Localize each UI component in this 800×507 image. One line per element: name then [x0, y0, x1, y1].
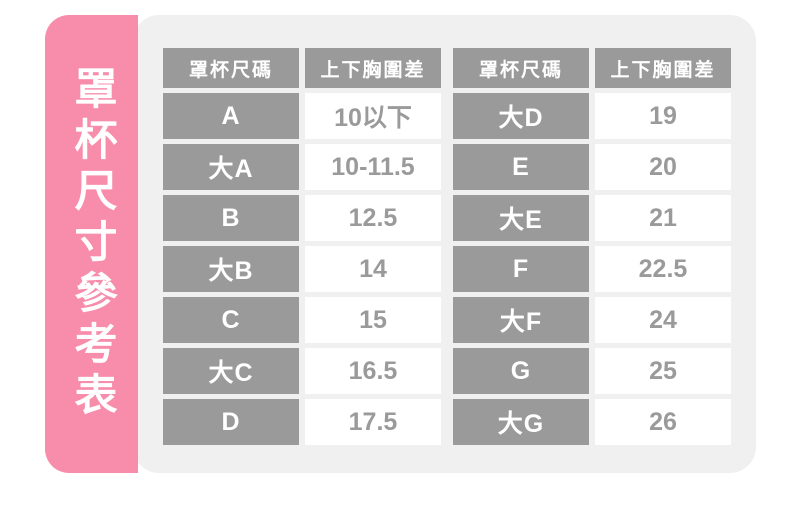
bust-diff-cell: 26 [595, 399, 731, 445]
cup-size-cell: A [163, 93, 299, 139]
cup-size-cell: E [453, 144, 589, 190]
cup-size-cell: B [163, 195, 299, 241]
cup-size-table-left: 罩杯尺碼 上下胸圍差 A 10以下 大A 10-11.5 B 12.5 大B 14 C 15 大C 16.… [163, 48, 441, 445]
bust-diff-cell: 21 [595, 195, 731, 241]
bust-diff-cell: 25 [595, 348, 731, 394]
bust-diff-cell: 16.5 [305, 348, 441, 394]
tables-container: 罩杯尺碼 上下胸圍差 A 10以下 大A 10-11.5 B 12.5 大B 14 C 15 大C 16.… [163, 48, 731, 445]
cup-size-cell: F [453, 246, 589, 292]
bust-diff-cell: 15 [305, 297, 441, 343]
cup-size-cell: 大G [453, 399, 589, 445]
cup-size-table-right: 罩杯尺碼 上下胸圍差 大D 19 E 20 大E 21 F 22.5 大F 24 G 25 大G 26 [453, 48, 731, 445]
column-header: 上下胸圍差 [305, 48, 441, 88]
cup-size-cell: 大C [163, 348, 299, 394]
bust-diff-cell: 10-11.5 [305, 144, 441, 190]
bust-diff-cell: 24 [595, 297, 731, 343]
bust-diff-cell: 10以下 [305, 93, 441, 139]
tables-panel: 罩杯尺碼 上下胸圍差 A 10以下 大A 10-11.5 B 12.5 大B 14 C 15 大C 16.… [133, 15, 756, 473]
bust-diff-cell: 19 [595, 93, 731, 139]
column-header: 上下胸圍差 [595, 48, 731, 88]
cup-size-cell: 大A [163, 144, 299, 190]
cup-size-cell: 大B [163, 246, 299, 292]
cup-size-cell: 大F [453, 297, 589, 343]
cup-size-cell: D [163, 399, 299, 445]
bust-diff-cell: 22.5 [595, 246, 731, 292]
page-title: 罩杯尺寸參考表 [68, 65, 116, 423]
bust-diff-cell: 14 [305, 246, 441, 292]
bust-diff-cell: 17.5 [305, 399, 441, 445]
bust-diff-cell: 12.5 [305, 195, 441, 241]
cup-size-cell: 大D [453, 93, 589, 139]
bust-diff-cell: 20 [595, 144, 731, 190]
column-header: 罩杯尺碼 [163, 48, 299, 88]
column-header: 罩杯尺碼 [453, 48, 589, 88]
cup-size-cell: G [453, 348, 589, 394]
cup-size-cell: 大E [453, 195, 589, 241]
title-banner: 罩杯尺寸參考表 [45, 15, 138, 473]
cup-size-cell: C [163, 297, 299, 343]
